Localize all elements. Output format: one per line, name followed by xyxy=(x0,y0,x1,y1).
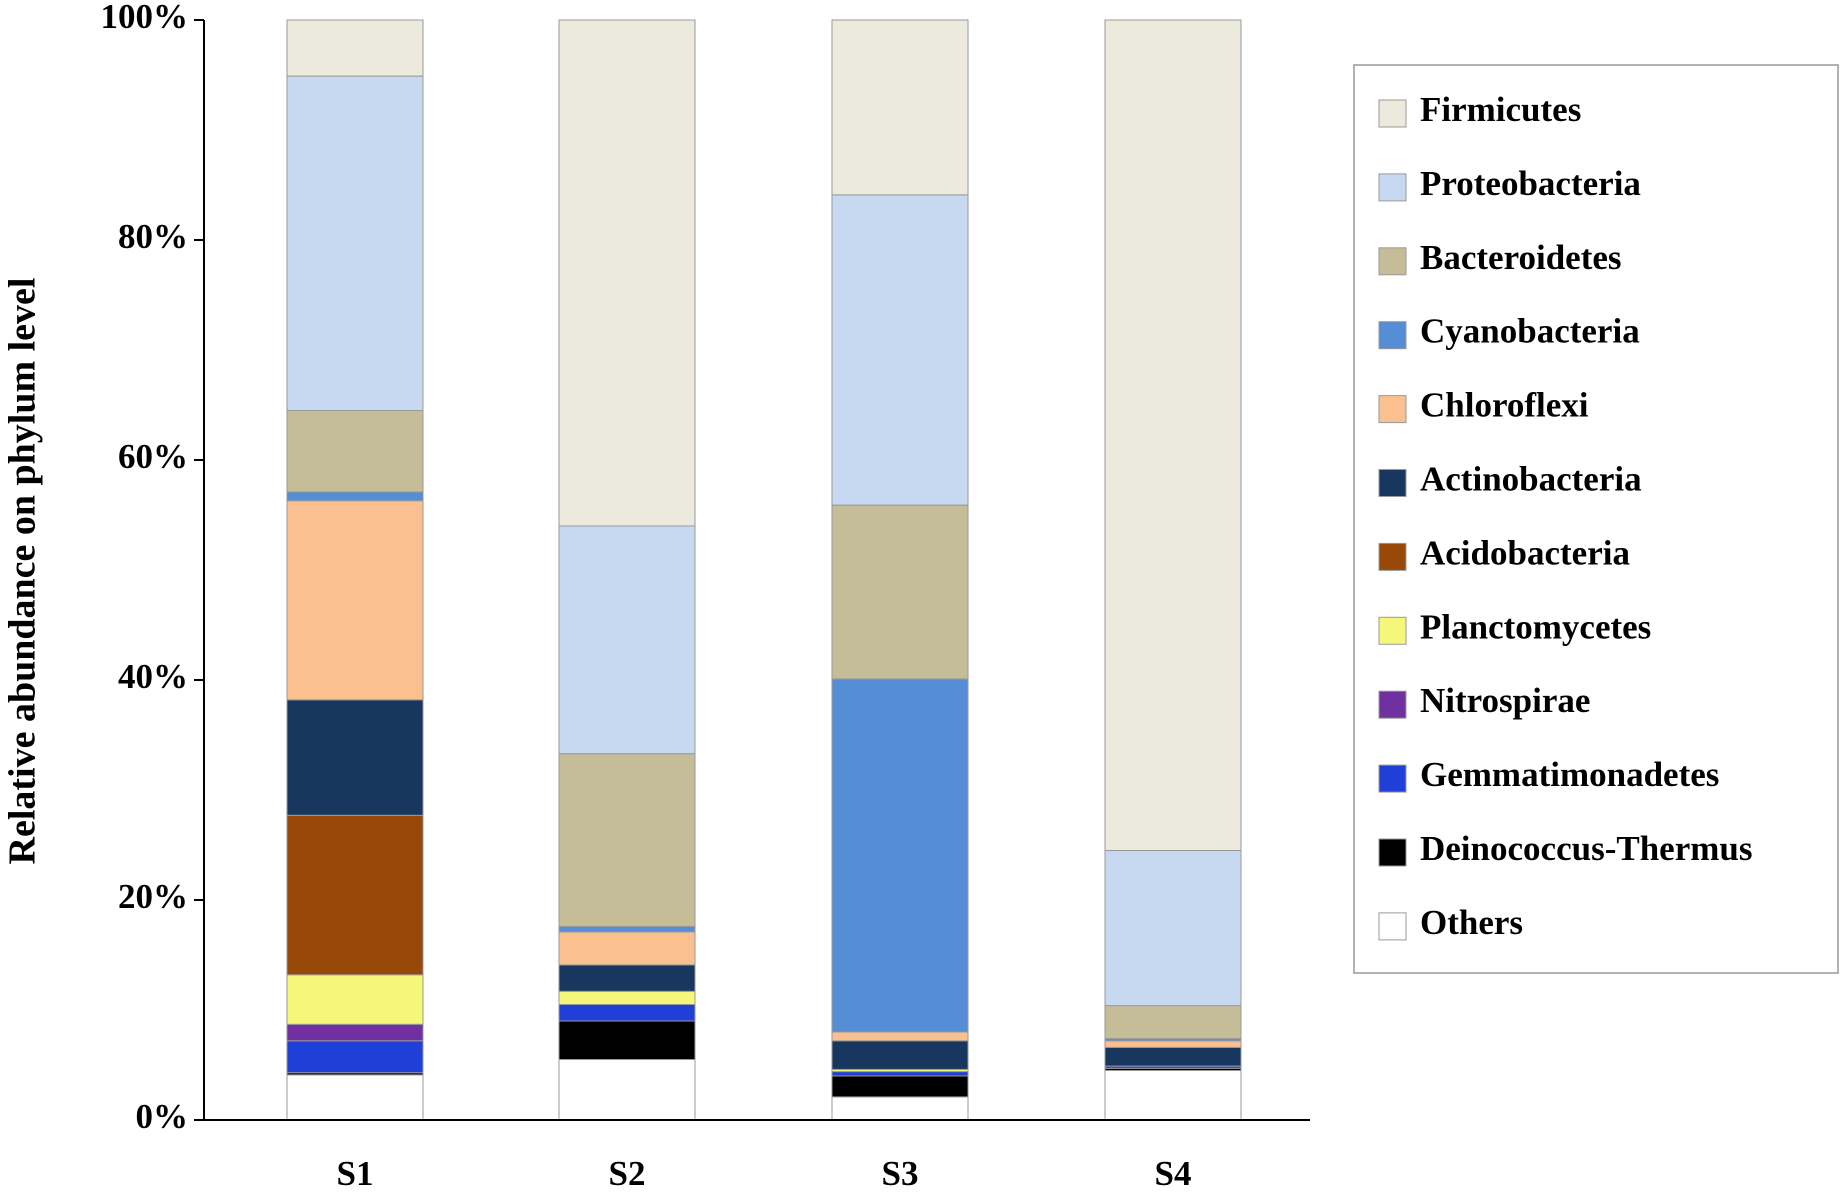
y-tick-label: 20% xyxy=(118,877,188,916)
bar-segment xyxy=(286,974,424,1025)
x-tick-label: S3 xyxy=(882,1154,919,1193)
bar-segment xyxy=(286,500,424,701)
bar-segment xyxy=(558,964,696,992)
x-tick-label: S2 xyxy=(609,1154,646,1193)
bar-segment xyxy=(558,990,696,1005)
legend-swatch xyxy=(1378,395,1407,424)
bar-segment xyxy=(286,1074,424,1121)
y-tick-label: 40% xyxy=(118,657,188,696)
bar-segment xyxy=(831,19,969,196)
x-tick-label: S4 xyxy=(1155,1154,1192,1193)
bar-segment xyxy=(1104,1005,1242,1040)
bar-segment xyxy=(831,504,969,680)
legend-label: Actinobacteria xyxy=(1420,460,1642,499)
y-tick-label: 80% xyxy=(118,217,188,256)
bar-segment xyxy=(1104,1046,1242,1067)
bar-segment xyxy=(1104,1070,1242,1121)
legend-swatch xyxy=(1378,764,1407,793)
bar-segment xyxy=(558,931,696,966)
legend-label: Deinococcus-Thermus xyxy=(1420,829,1752,868)
bar-segment xyxy=(831,1075,969,1098)
legend-swatch xyxy=(1378,247,1407,276)
bar-segment xyxy=(558,1004,696,1022)
legend-swatch xyxy=(1378,616,1407,645)
bar-segment xyxy=(831,1031,969,1042)
legend-swatch xyxy=(1378,690,1407,719)
legend-label: Planctomycetes xyxy=(1420,607,1651,646)
bar-segment xyxy=(831,194,969,506)
bar-segment xyxy=(558,19,696,527)
legend-label: Proteobacteria xyxy=(1420,164,1641,203)
y-tick-label: 100% xyxy=(101,0,189,36)
legend-label: Firmicutes xyxy=(1420,90,1581,129)
legend-label: Bacteroidetes xyxy=(1420,238,1622,277)
bar-segment xyxy=(558,1059,696,1121)
legend-swatch xyxy=(1378,99,1407,128)
legend-label: Gemmatimonadetes xyxy=(1420,755,1719,794)
y-tick-label: 60% xyxy=(118,437,188,476)
bar-segment xyxy=(831,678,969,1033)
legend-label: Nitrospirae xyxy=(1420,681,1590,720)
legend-label: Others xyxy=(1420,903,1523,942)
legend-swatch xyxy=(1378,321,1407,350)
bar-segment xyxy=(1104,850,1242,1007)
bar-segment xyxy=(558,753,696,927)
legend-swatch xyxy=(1378,838,1407,867)
bar-segment xyxy=(1104,1040,1242,1048)
legend-swatch xyxy=(1378,173,1407,202)
bar-segment xyxy=(558,925,696,933)
bar-segment xyxy=(286,75,424,411)
bar-segment xyxy=(286,1023,424,1042)
bar-segment xyxy=(1104,19,1242,851)
legend-label: Acidobacteria xyxy=(1420,533,1630,572)
x-tick-label: S1 xyxy=(337,1154,374,1193)
bar-segment xyxy=(558,1020,696,1060)
y-tick-label: 0% xyxy=(136,1097,189,1136)
bar-segment xyxy=(286,491,424,502)
y-axis-title: Relative abundance on phylum level xyxy=(2,278,44,865)
bar-segment xyxy=(831,1040,969,1070)
legend-swatch xyxy=(1378,469,1407,497)
legend-swatch xyxy=(1378,542,1407,571)
bar-segment xyxy=(286,410,424,493)
legend-swatch xyxy=(1378,912,1407,941)
bar-segment xyxy=(286,814,424,976)
legend-label: Cyanobacteria xyxy=(1420,312,1640,351)
bar-segment xyxy=(831,1071,969,1077)
bar-segment xyxy=(286,699,424,816)
legend-label: Chloroflexi xyxy=(1420,386,1589,425)
bar-segment xyxy=(286,1040,424,1074)
bar-segment xyxy=(558,525,696,755)
bar-segment xyxy=(286,19,424,77)
bar-segment xyxy=(831,1096,969,1121)
legend-box xyxy=(1353,64,1839,974)
